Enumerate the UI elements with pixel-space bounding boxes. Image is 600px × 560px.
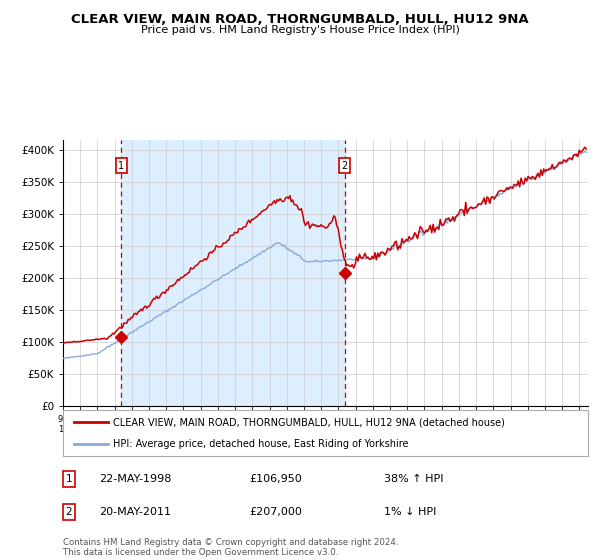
Text: CLEAR VIEW, MAIN ROAD, THORNGUMBALD, HULL, HU12 9NA (detached house): CLEAR VIEW, MAIN ROAD, THORNGUMBALD, HUL… — [113, 417, 505, 427]
Text: Price paid vs. HM Land Registry's House Price Index (HPI): Price paid vs. HM Land Registry's House … — [140, 25, 460, 35]
Text: 22-MAY-1998: 22-MAY-1998 — [99, 474, 172, 484]
Bar — [121, 140, 345, 406]
Text: £207,000: £207,000 — [249, 507, 302, 517]
Text: 1% ↓ HPI: 1% ↓ HPI — [384, 507, 436, 517]
Text: 38% ↑ HPI: 38% ↑ HPI — [384, 474, 443, 484]
Text: 20-MAY-2011: 20-MAY-2011 — [99, 507, 171, 517]
Text: Contains HM Land Registry data © Crown copyright and database right 2024.
This d: Contains HM Land Registry data © Crown c… — [63, 538, 398, 557]
Text: 2: 2 — [65, 507, 73, 517]
Text: 1: 1 — [65, 474, 73, 484]
Text: 1: 1 — [118, 161, 124, 171]
Text: £106,950: £106,950 — [249, 474, 302, 484]
Text: HPI: Average price, detached house, East Riding of Yorkshire: HPI: Average price, detached house, East… — [113, 440, 409, 450]
Text: 2: 2 — [341, 161, 348, 171]
Text: CLEAR VIEW, MAIN ROAD, THORNGUMBALD, HULL, HU12 9NA: CLEAR VIEW, MAIN ROAD, THORNGUMBALD, HUL… — [71, 13, 529, 26]
